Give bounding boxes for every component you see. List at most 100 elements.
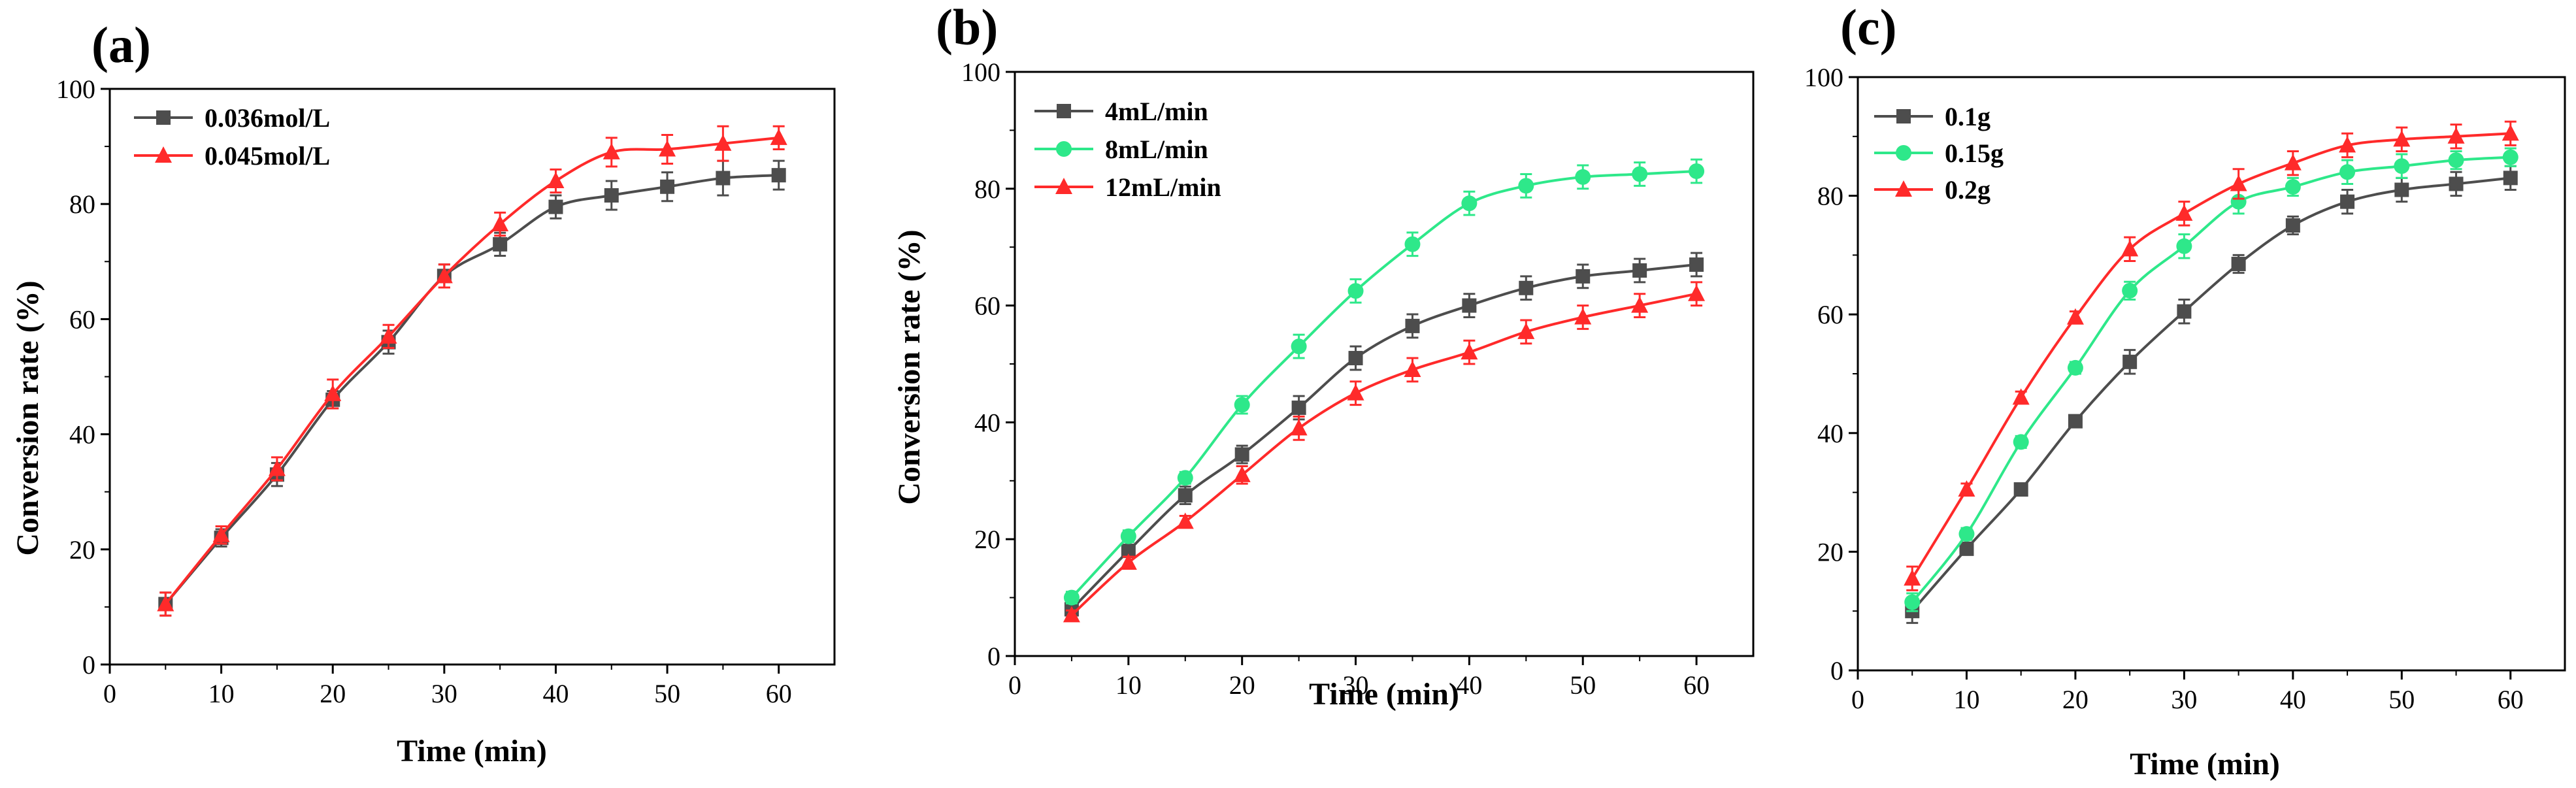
data-point [1348,351,1363,366]
panel-a-series-1 [157,125,787,617]
panel-c-label: (c) [1840,0,1897,56]
data-point [771,168,786,183]
data-point [716,171,731,186]
panel-c-x-tick-label: 0 [1851,685,1864,714]
panel-b-x-tick-label: 30 [1343,670,1369,700]
data-point [1574,308,1592,325]
data-point [2340,194,2355,209]
legend-label: 0.036mol/L [205,103,330,133]
legend-marker [1896,145,1911,161]
data-point [2339,164,2356,180]
panel-b-y-axis-title: Conversion rate (%) [892,229,927,504]
data-point [2449,176,2464,191]
data-point [1517,322,1535,339]
data-point [2013,434,2029,450]
data-point [1176,512,1194,529]
data-point [1347,384,1364,401]
data-point [2285,178,2301,195]
data-point [1177,470,1193,486]
panel-b-plot-area: 0 10 20 30 40 50 60 0 20 40 60 80 100 4mL/min 8mL/min 1… [961,57,1755,700]
panel-b-y-tick-label: 40 [974,408,1000,437]
legend-label: 0.2g [1945,175,1990,205]
data-point [2393,130,2411,147]
data-point [1119,553,1137,570]
panel-a-x-tick-label: 20 [320,679,346,708]
panel-b-x-tick-label: 40 [1456,670,1482,700]
legend-label: 12mL/min [1105,172,1221,202]
legend-label: 8mL/min [1105,135,1208,164]
panel-a-x-tick-label: 60 [766,679,792,708]
data-point [1291,338,1307,355]
data-point [548,199,563,214]
panel-a-y-tick-label: 100 [56,74,95,104]
data-point [1120,528,1136,544]
legend-label: 0.15g [1945,139,2004,168]
panel-c-x-tick-label: 20 [2062,685,2089,714]
data-point [1404,236,1421,252]
data-point [2394,158,2410,174]
panel-a-y-tick-label: 40 [69,420,95,450]
data-point [2122,354,2138,369]
data-point [2503,171,2518,186]
legend-marker [1055,178,1072,194]
data-point [603,142,620,159]
panel-a: (a) Conversion rate (%) Time (min) 0 10 20… [10,16,836,768]
data-point [380,327,397,344]
data-point [2502,149,2518,165]
data-point [2175,204,2193,221]
panel-c-y-tick-label: 20 [1817,537,1843,566]
panel-a-y-tick-label: 20 [69,535,95,565]
panel-b-series-1 [1063,158,1705,606]
data-point [1631,296,1649,313]
data-point [493,237,508,252]
panel-c-y-tick-label: 100 [1804,63,1843,92]
panel-c-legend: 0.1g 0.15g 0.2g [1874,102,2004,205]
panel-a-plot-area: 0 10 20 30 40 50 60 0 20 40 60 80 100 0.036mol/L 0.045… [56,74,836,708]
panel-b: (b) Conversion rate (%) Time (min) 0 10 20… [892,0,1755,712]
panel-c: (c) Time (min) 0 10 20 30 40 50 60 0 20 40 60 80 100… [1804,0,2566,781]
data-point [324,384,342,401]
panel-b-label: (b) [936,0,998,56]
panel-c-y-tick-label: 60 [1817,300,1843,329]
panel-c-x-tick-label: 50 [2388,685,2415,714]
data-point [2284,154,2302,171]
panel-b-y-tick-label: 80 [974,174,1000,204]
data-point [714,134,732,151]
data-point [1063,589,1080,606]
panel-a-y-tick-label: 80 [69,189,95,219]
data-point [2285,218,2300,233]
data-point [1632,166,1648,182]
panel-c-x-tick-label: 10 [1953,685,1979,714]
legend-label: 4mL/min [1105,97,1208,126]
legend-marker [1895,180,1912,197]
legend-marker [156,110,171,125]
panel-a-x-tick-label: 10 [208,679,235,708]
panel-b-x-axis-title: Time (min) [1309,677,1459,712]
data-point [1688,284,1706,301]
panel-c-series-2 [1904,120,2519,591]
legend-marker [1057,104,1071,118]
data-point [1519,280,1534,295]
data-point [268,459,286,476]
panel-b-series-0 [1064,252,1704,617]
legend-marker [155,146,172,163]
panel-b-series-2 [1063,281,1706,623]
panel-a-x-tick-label: 30 [431,679,457,708]
panel-a-y-tick-label: 60 [69,304,95,334]
data-point [2231,257,2246,272]
data-point [2121,240,2139,257]
panel-a-x-tick-label: 0 [103,679,116,708]
panel-a-x-axis-title: Time (min) [397,734,547,768]
panel-c-x-axis-title: Time (min) [2130,747,2280,781]
panel-a-x-tick-label: 40 [542,679,569,708]
panel-b-x-tick-label: 20 [1229,670,1255,700]
data-point [1632,263,1647,278]
data-point [2122,282,2138,299]
panel-b-x-tick-label: 0 [1008,670,1021,700]
data-point [2176,238,2192,254]
panel-c-x-tick-label: 60 [2498,685,2524,714]
data-point [1233,465,1251,482]
data-point [2012,388,2030,405]
panel-c-y-tick-label: 80 [1817,182,1843,211]
data-point [1958,526,1975,542]
